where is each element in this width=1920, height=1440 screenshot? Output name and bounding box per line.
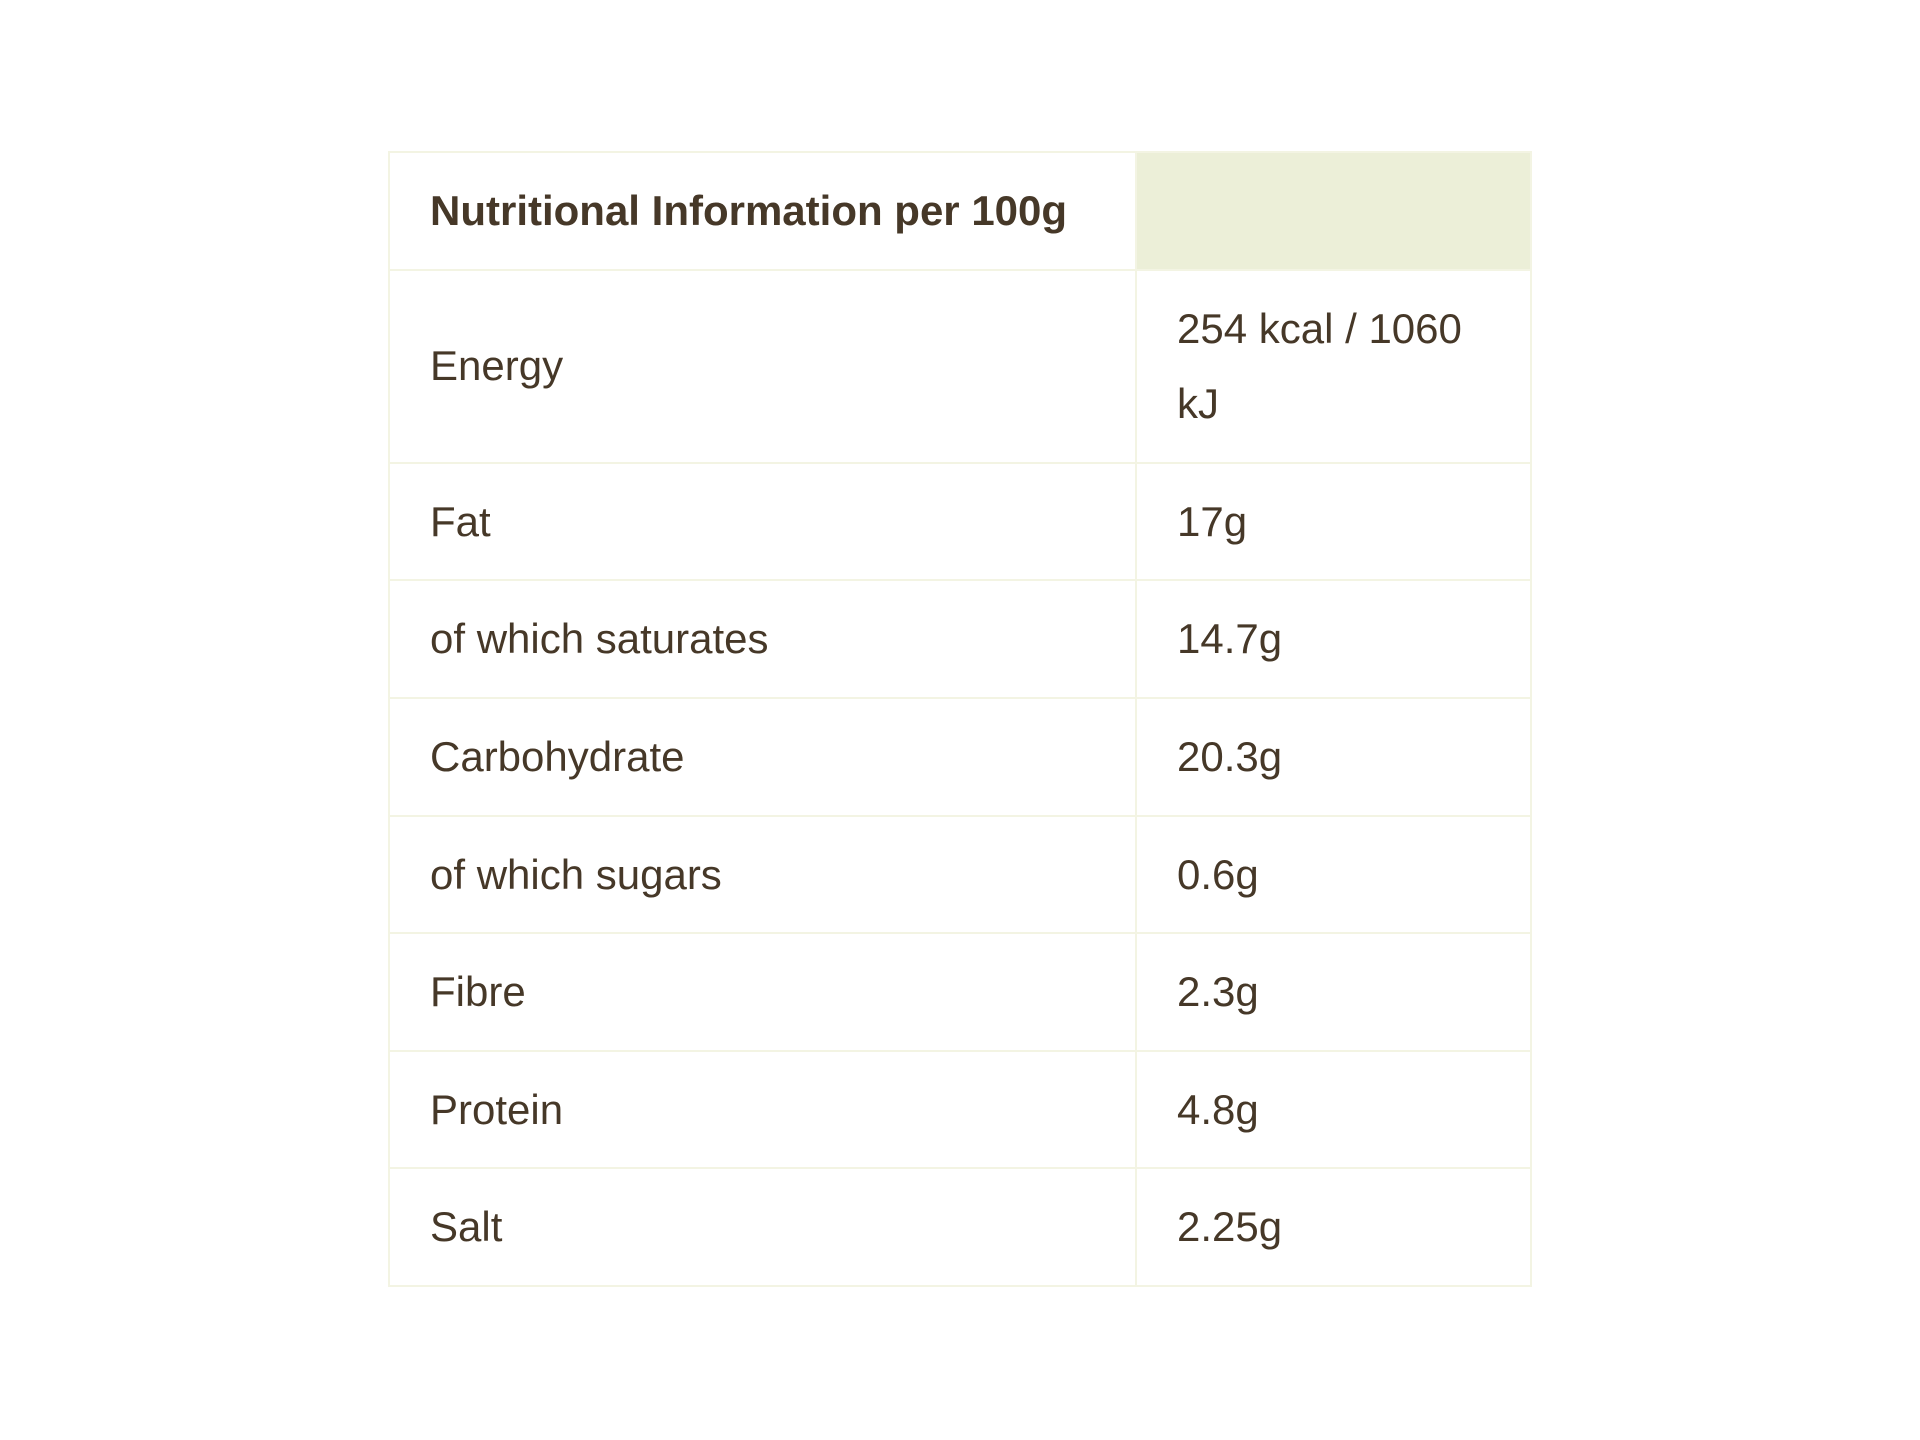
nutrient-label-cell: Fat (388, 461, 1137, 582)
nutrient-value-cell: 14.7g (1135, 579, 1532, 699)
table-header-row: Nutritional Information per 100g (388, 151, 1532, 271)
table-title: Nutritional Information per 100g (388, 151, 1137, 271)
nutrient-value-cell: 2.25g (1135, 1167, 1532, 1287)
table-row-saturates: of which saturates 14.7g (388, 579, 1532, 699)
nutrient-value-cell: 20.3g (1135, 696, 1532, 817)
nutrient-value-cell: 0.6g (1135, 814, 1532, 935)
table-row-protein: Protein 4.8g (388, 1049, 1532, 1170)
table-row-carbohydrate: Carbohydrate 20.3g (388, 696, 1532, 817)
nutrient-value-cell: 17g (1135, 461, 1532, 582)
nutrient-value-cell: 4.8g (1135, 1049, 1532, 1170)
nutrient-label-cell: Fibre (388, 932, 1137, 1052)
nutrient-label-cell: Energy (388, 268, 1137, 464)
nutrient-label-cell: Salt (388, 1167, 1137, 1287)
table-row-fibre: Fibre 2.3g (388, 932, 1532, 1052)
nutrient-label-cell: Carbohydrate (388, 696, 1137, 817)
table-row-energy: Energy 254 kcal / 1060 kJ (388, 268, 1532, 464)
nutrient-value-cell: 254 kcal / 1060 kJ (1135, 268, 1532, 464)
nutrient-label-cell: of which saturates (388, 579, 1137, 699)
nutrient-value-cell: 2.3g (1135, 932, 1532, 1052)
table-header-value-cell (1135, 151, 1532, 271)
nutrition-table: Nutritional Information per 100g Energy … (388, 151, 1532, 1287)
table-row-sugars: of which sugars 0.6g (388, 814, 1532, 935)
nutrient-label-cell: Protein (388, 1049, 1137, 1170)
nutrient-label-cell: of which sugars (388, 814, 1137, 935)
table-row-fat: Fat 17g (388, 461, 1532, 582)
table-row-salt: Salt 2.25g (388, 1167, 1532, 1287)
